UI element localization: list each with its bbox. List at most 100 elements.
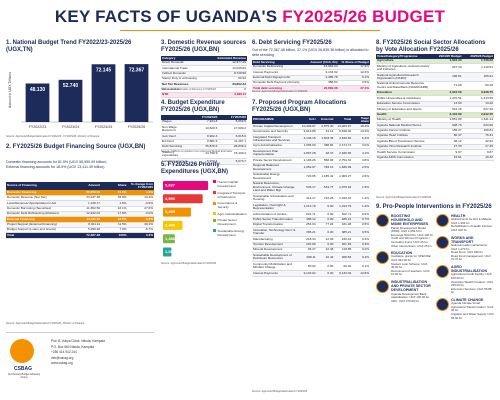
table-row: Interest Payments 9,133.02 0.00 9,133.02 12.… [252, 271, 370, 277]
table-cell: 13.3% [352, 129, 370, 136]
icon [376, 279, 389, 293]
header-cell: Total [334, 116, 353, 125]
table-cell: Interest Payments [252, 271, 299, 277]
table-row: Administration of Justice 622.71 0.00 622.7… [252, 212, 370, 218]
table-row: Integrated Transport Infrastructure and … [252, 134, 370, 145]
intervention-line: Global Funds for HIV & Malaria: UGX 1,39… [451, 217, 492, 225]
table-cell: 1,313.95 [462, 96, 494, 102]
table-cell: 9,133.02 [298, 271, 317, 277]
table-cell: -3.0% [127, 211, 154, 218]
table-cell: 1.6% [101, 201, 128, 207]
table-row: Health 3,102.89 2,942.45 [376, 112, 494, 118]
table-cell: 196.51 [431, 72, 463, 83]
table-row: Sustainable Energy Development 720.95 1,18… [252, 172, 370, 182]
table-row: Domestic Debt Refinancing (Rollover) 12,9… [6, 211, 154, 218]
table-row: Uganda Cancer Institute 155.27 156.81 [376, 128, 494, 135]
table-cell: 15,409.3 [218, 149, 247, 160]
table-cell: NTR [161, 92, 204, 99]
note: External financing accounts for 18.5% (U… [6, 164, 105, 169]
table-cell: Community Mobilization and Mindset Chang… [252, 261, 299, 272]
table-cell: Domestic Borrowing (Securities) [6, 206, 75, 212]
table-cell: Manufacturing [252, 237, 299, 243]
debt-note: Out of the 72,367.48 billion, 37.1% (UGX… [252, 48, 369, 57]
table-cell: 0.3% [352, 242, 370, 249]
table-cell: -4.5% [127, 201, 154, 207]
table-cell: National Agricultural Research Organisat… [376, 72, 432, 83]
table-cell: Ministry of Education and Sports [376, 107, 432, 113]
intervention: EDUCATION Capitation grants for UPE/USE: … [376, 251, 434, 277]
table-cell: 13.90 [431, 101, 463, 108]
source: Source: Approved Budget Estimates FY2025… [161, 262, 217, 265]
table-cell: 17.9% [338, 64, 370, 71]
table-cell: 27.33 [431, 144, 463, 151]
intervention-line: Other Interventions: UGX 25 bn [391, 243, 432, 248]
list-line: www.csbag.org [51, 361, 73, 365]
table-cell: 3,338.75 [462, 91, 494, 97]
table-cell: 8,321.11 [74, 222, 102, 229]
table-row: Ministry of Agriculture, Animal Industry… [376, 63, 494, 74]
table-row: Indirect Domestic 8,728.58 [161, 71, 247, 77]
table-cell: 11,652.50 [74, 206, 102, 212]
table-cell: 3,010.59 [431, 91, 463, 97]
table-cell: 534.77 [316, 181, 335, 195]
list-line: info@csbag.org [51, 355, 74, 360]
table-row: Legislation, Oversight & Representation 1… [252, 202, 370, 213]
list-line: +256 414 542 244 [51, 350, 77, 354]
table-cell: 1,906.27 [334, 172, 353, 182]
table-cell: 0.00 [316, 227, 335, 238]
table-cell: Sustainable Urbanisation and Housing [252, 193, 299, 204]
header-row: Votes/Category/Programme 2024/25 Budget 20… [376, 54, 494, 59]
table-cell: 77.24 [316, 222, 335, 229]
legend-swatch [213, 201, 216, 205]
table-cell: 722.26 [316, 193, 335, 204]
icon [436, 264, 449, 278]
intervention-title: CLIMATE CHANGE [451, 297, 484, 302]
table-cell: 11.5% [101, 222, 128, 229]
table-row: Direct Domestic 12,977.29 [161, 60, 247, 67]
table-cell: Uganda Virus Research Institute [376, 144, 432, 151]
table-cell: Agro-Industrialisation [252, 144, 299, 150]
table-cell: 30.1% [127, 222, 154, 229]
table-row: Wages 7,934.8 8,869.5 [161, 119, 247, 126]
table-cell: 485.12 [298, 217, 317, 224]
table-cell: Local Government [161, 159, 190, 165]
table-row: Domestic Financing 58,950.09 81.5% 1.2% [6, 190, 154, 196]
table-cell: Uganda AIDS Commission [376, 155, 432, 161]
table-row: Health Service Commission 9.97 9.87 [376, 150, 494, 156]
table-cell: 4,649.50 [334, 134, 353, 145]
bar [163, 234, 175, 244]
table-cell: 1.4% [352, 202, 370, 213]
table-cell: 622.71 [298, 212, 317, 218]
table-cell: 0.00 [316, 212, 335, 218]
table-row: Ministry of Education and Sports 544.18 62… [376, 107, 494, 113]
table-cell: 254.04 [298, 222, 317, 229]
header-cell [161, 115, 190, 120]
table-cell: 45.9% [101, 195, 128, 202]
header-row: Category Estimated Revenue [161, 56, 247, 61]
table-cell: 385.21 [298, 227, 317, 238]
legend-entry: Integrated Transport Infrastructure [213, 191, 247, 199]
table-cell: 8,902.3 [189, 134, 219, 140]
table-cell: 2,942.45 [462, 112, 494, 118]
table-cell: -3.6% [127, 217, 154, 223]
table-cell: 201.69 [334, 242, 353, 249]
table-cell: 9.97 [431, 150, 463, 156]
table-cell: 201.69 [298, 242, 317, 249]
intervention-text: BOOSTING HOUSEHOLD AND MSME ENTERPRISES P… [391, 214, 434, 248]
list-line: P.O. Box 660 Ntinda, Kampala [51, 344, 94, 349]
table-cell: Direct Domestic [161, 60, 204, 67]
table-row: Uganda Heart Institute 80.47 76.31 [376, 134, 494, 140]
org-tagline: Civil Society Budget Advocacy Group [7, 373, 41, 379]
table-cell: 3.0% [352, 144, 370, 150]
table-cell: 1,079.94 [334, 181, 353, 195]
table-cell: 76.31 [462, 134, 494, 140]
table-row: Total 72,367.48 100% 0.3% [6, 233, 154, 239]
table-cell: 1,611.14 [462, 117, 494, 124]
table-cell: Ministry of Agriculture, Animal Industry… [376, 63, 432, 74]
financing-notes: Domestic financing accounts for 81.5% (U… [6, 160, 154, 169]
table-cell: 385.21 [334, 227, 353, 238]
table-cell: 13.4% [127, 195, 154, 202]
table-cell: 12.09 [316, 237, 335, 243]
table-cell: 12.6% [352, 271, 370, 277]
